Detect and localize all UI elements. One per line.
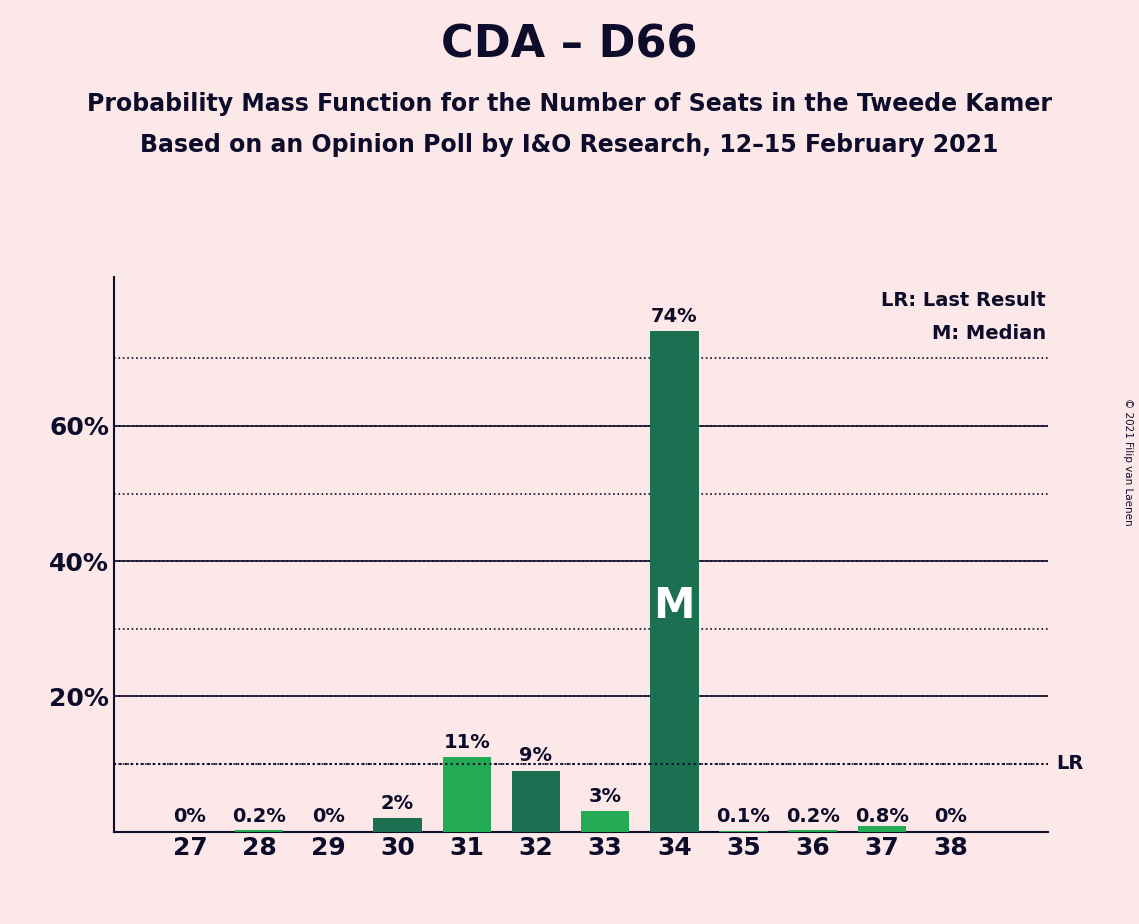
Text: 9%: 9% [519,747,552,765]
Bar [511,771,560,832]
Bar [374,818,421,832]
Text: Probability Mass Function for the Number of Seats in the Tweede Kamer: Probability Mass Function for the Number… [87,92,1052,116]
Bar [650,332,698,832]
Text: 0.2%: 0.2% [786,808,839,826]
Bar [858,826,906,832]
Text: M: M [654,586,695,627]
Text: 0%: 0% [935,808,967,826]
Bar [788,831,837,832]
Bar [235,831,284,832]
Bar [581,811,630,832]
Text: 0.1%: 0.1% [716,808,770,826]
Text: 74%: 74% [652,307,697,326]
Text: 0%: 0% [173,808,206,826]
Text: 0.8%: 0.8% [855,808,909,826]
Text: LR: LR [1056,755,1083,773]
Text: © 2021 Filip van Laenen: © 2021 Filip van Laenen [1123,398,1133,526]
Text: M: Median: M: Median [932,324,1046,344]
Text: Based on an Opinion Poll by I&O Research, 12–15 February 2021: Based on an Opinion Poll by I&O Research… [140,133,999,157]
Text: 0%: 0% [312,808,345,826]
Text: 2%: 2% [380,794,415,813]
Text: 3%: 3% [589,787,622,806]
Text: LR: Last Result: LR: Last Result [882,291,1046,310]
Text: CDA – D66: CDA – D66 [441,23,698,67]
Text: 11%: 11% [443,733,490,752]
Bar [443,758,491,832]
Text: 0.2%: 0.2% [232,808,286,826]
